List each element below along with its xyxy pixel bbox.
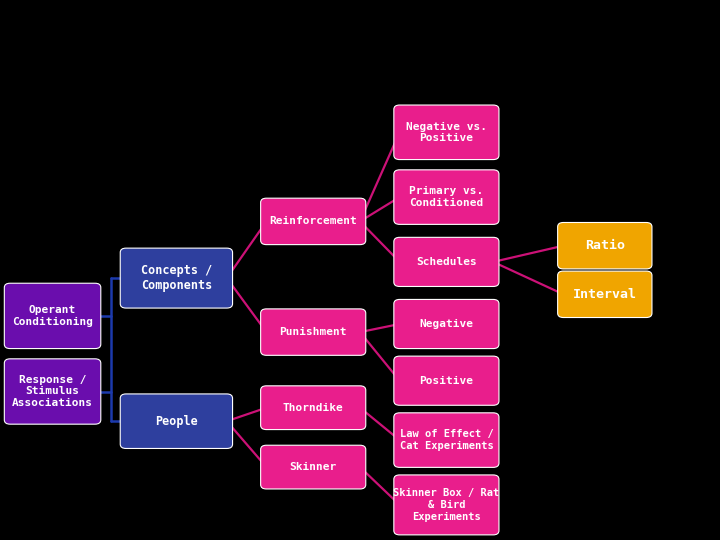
Text: Ratio: Ratio — [585, 239, 625, 252]
FancyBboxPatch shape — [394, 170, 499, 225]
Text: Negative: Negative — [419, 319, 474, 329]
Text: Law of Effect /
Cat Experiments: Law of Effect / Cat Experiments — [400, 429, 493, 451]
Text: Thorndike: Thorndike — [283, 403, 343, 413]
Text: Primary vs.
Conditioned: Primary vs. Conditioned — [409, 186, 484, 208]
Text: Punishment: Punishment — [279, 327, 347, 337]
Text: Operant
Conditioning: Operant Conditioning — [12, 305, 93, 327]
FancyBboxPatch shape — [394, 356, 499, 405]
FancyBboxPatch shape — [394, 475, 499, 535]
FancyBboxPatch shape — [557, 271, 652, 318]
Text: Reinforcement: Reinforcement — [269, 217, 357, 226]
Text: Skinner Box / Rat
& Bird
Experiments: Skinner Box / Rat & Bird Experiments — [393, 488, 500, 522]
Text: Interval: Interval — [573, 288, 636, 301]
FancyBboxPatch shape — [261, 386, 366, 430]
FancyBboxPatch shape — [261, 309, 366, 355]
FancyBboxPatch shape — [261, 445, 366, 489]
FancyBboxPatch shape — [120, 248, 233, 308]
Text: Response /
Stimulus
Associations: Response / Stimulus Associations — [12, 375, 93, 408]
Text: Schedules: Schedules — [416, 257, 477, 267]
Text: Skinner: Skinner — [289, 462, 337, 472]
FancyBboxPatch shape — [394, 105, 499, 160]
Text: People: People — [155, 415, 198, 428]
FancyBboxPatch shape — [394, 238, 499, 286]
FancyBboxPatch shape — [394, 299, 499, 349]
Text: Positive: Positive — [419, 376, 474, 386]
Text: Negative vs.
Positive: Negative vs. Positive — [406, 122, 487, 143]
FancyBboxPatch shape — [394, 413, 499, 467]
Text: Concepts /
Components: Concepts / Components — [141, 264, 212, 292]
FancyBboxPatch shape — [4, 283, 101, 349]
FancyBboxPatch shape — [261, 198, 366, 245]
FancyBboxPatch shape — [557, 222, 652, 269]
FancyBboxPatch shape — [4, 359, 101, 424]
FancyBboxPatch shape — [120, 394, 233, 448]
